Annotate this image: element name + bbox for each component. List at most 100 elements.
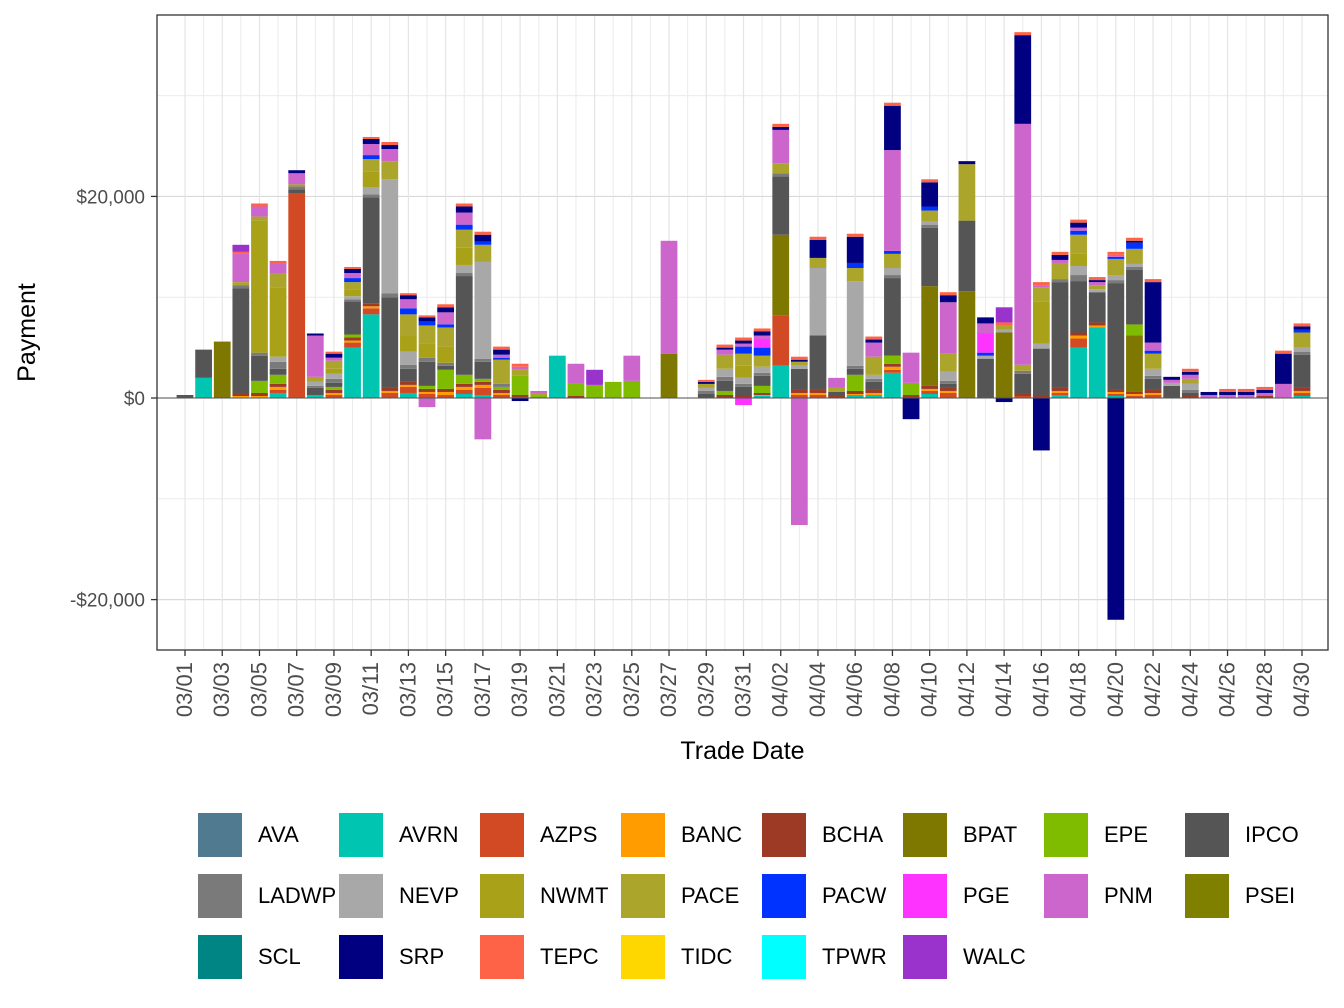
bar-segment-nevp-04-16	[1032, 343, 1050, 349]
bar-segment-tepc-03-05	[251, 203, 268, 207]
bar-segment-epe-03-23	[586, 384, 603, 399]
bar-segment-pace-04-06	[846, 267, 864, 282]
bar-segment-azps-03-16	[455, 389, 473, 394]
legend-label: LADWP	[258, 883, 337, 908]
x-tick-label: 03/07	[284, 662, 309, 717]
bar-segment-bcha-04-04	[809, 389, 827, 393]
bar-segment-ladwp-03-14	[418, 357, 436, 362]
bar-segment-srp-03-10	[344, 269, 361, 274]
bar-segment-bcha-04-17	[1051, 387, 1069, 391]
x-tick-label: 03/19	[507, 662, 532, 717]
bar-segment-avrn-04-30	[1293, 396, 1311, 399]
bar-segment-nwmt-03-10	[344, 289, 361, 297]
legend-swatch	[762, 813, 806, 857]
legend-label: WALC	[963, 944, 1026, 969]
bar-segment-pnm-03-19	[511, 366, 529, 370]
bar-segment-ipco-03-05	[251, 355, 268, 381]
bar-segment-srp-04-03	[790, 359, 808, 362]
chart: -$20,000$0$20,000 03/01 03/03 03/05 03/07 03…	[13, 14, 1329, 765]
bar-segment-ipco-03-16	[455, 276, 473, 375]
bar-segment-nevp-03-12	[381, 179, 399, 294]
bar-segment-banc-04-17	[1051, 390, 1069, 393]
bar-segment-nwmt-03-11	[362, 171, 380, 188]
bar-segment-nevp-04-30	[1293, 347, 1311, 352]
bar-segment-banc-04-07	[865, 392, 883, 395]
bar-segment-nevp-04-18	[1070, 265, 1087, 276]
legend-label: IPCO	[1245, 822, 1299, 847]
legend-item-scl: SCL	[198, 935, 301, 979]
bar-segment-banc-04-20	[1107, 391, 1125, 394]
bar-segment-srp-04-22	[1144, 282, 1162, 343]
bar-segment-nevp-04-13	[977, 355, 994, 359]
bar-segment-avrn-04-06	[846, 394, 864, 399]
bar-segment-bcha-04-10	[921, 385, 939, 389]
bar-segment-pnm-03-10	[344, 273, 361, 279]
bar-segment-srp-04-09	[902, 398, 920, 420]
bar-segment-ladwp-03-17	[474, 358, 492, 362]
bar-segment-pace-03-19	[511, 369, 529, 376]
bar-segment-ladwp-04-15	[1014, 370, 1032, 374]
bar-segment-azps-04-30	[1293, 392, 1311, 396]
bar-segment-srp-04-14	[995, 398, 1013, 403]
bar-segment-pnm-04-28	[1256, 392, 1274, 396]
bar-segment-nevp-04-24	[1181, 383, 1199, 390]
bar-segment-azps-03-19	[511, 397, 529, 399]
bar-segment-banc-04-10	[921, 388, 939, 391]
bar-segment-bcha-03-05	[251, 392, 268, 396]
bar-segment-pace-03-06	[269, 273, 287, 288]
bar-segment-ipco-03-09	[325, 382, 343, 387]
bar-segment-ladwp-03-04	[232, 285, 250, 289]
bar-segment-ladwp-04-06	[846, 365, 864, 369]
bar-segment-nwmt-03-05	[251, 220, 268, 353]
x-tick-label: 03/23	[582, 662, 607, 717]
bar-segment-nevp-03-29	[697, 387, 715, 391]
bar-segment-pace-03-29	[697, 383, 715, 388]
x-tick-label: 03/17	[470, 662, 495, 717]
bar-segment-ipco-03-12	[381, 297, 399, 388]
bar-segment-nevp-03-09	[325, 373, 343, 379]
legend-swatch	[762, 935, 806, 979]
bar-segment-banc-03-04	[232, 396, 250, 399]
bar-segment-pnm-04-25	[1200, 394, 1218, 399]
bar-segment-banc-03-13	[400, 384, 417, 387]
bar-segment-ladwp-04-24	[1181, 389, 1199, 393]
bar-segment-banc-04-04	[809, 392, 827, 395]
legend-label: PSEI	[1245, 883, 1296, 908]
bar-segment-bcha-03-13	[400, 381, 417, 385]
bar-segment-tepc-04-06	[846, 233, 864, 237]
bar-segment-pge-04-13	[977, 333, 994, 353]
bar-segment-azps-03-15	[437, 394, 455, 399]
bar-segment-pace-03-05	[251, 216, 268, 221]
bar-segment-bcha-04-19	[1088, 322, 1106, 326]
bar-segment-nevp-04-06	[846, 281, 864, 366]
bar-segment-epe-03-09	[325, 386, 343, 390]
bar-segment-ladwp-03-30	[716, 376, 734, 381]
legend-item-bcha: BCHA	[762, 813, 883, 857]
bar-segment-tepc-04-29	[1275, 350, 1292, 354]
bar-segment-srp-03-18	[493, 349, 510, 355]
bar-segment-tepc-04-21	[1126, 237, 1143, 241]
bar-segment-ladwp-03-15	[437, 362, 455, 366]
bar-segment-srp-04-20	[1107, 398, 1125, 620]
bar-segment-avrn-03-06	[269, 392, 287, 399]
bar-segment-ladwp-04-20	[1107, 280, 1125, 284]
bar-segment-nevp-04-22	[1144, 368, 1162, 376]
bar-segment-pacw-04-20	[1107, 256, 1125, 259]
bar-segment-pnm-03-04	[232, 253, 250, 283]
bar-segment-bcha-03-12	[381, 387, 399, 391]
bar-segment-pnm-03-27	[660, 240, 678, 354]
bar-segment-pace-04-21	[1126, 248, 1143, 264]
legend-label: BPAT	[963, 822, 1018, 847]
bar-segment-ladwp-04-07	[865, 378, 883, 382]
bar-segment-srp-04-04	[809, 239, 827, 258]
bar-segment-pace-04-15	[1014, 364, 1032, 371]
legend-swatch	[903, 874, 947, 918]
bar-segment-banc-03-05	[251, 396, 268, 399]
bar-segment-azps-03-18	[493, 394, 510, 399]
bar-segment-ipco-04-13	[977, 358, 994, 399]
legend-item-tepc: TEPC	[480, 935, 599, 979]
bar-segment-banc-04-01	[753, 394, 771, 396]
bar-segment-epe-03-24	[604, 381, 622, 399]
bar-segment-epe-04-09	[902, 382, 920, 395]
bar-segment-pnm-04-13	[977, 323, 994, 334]
